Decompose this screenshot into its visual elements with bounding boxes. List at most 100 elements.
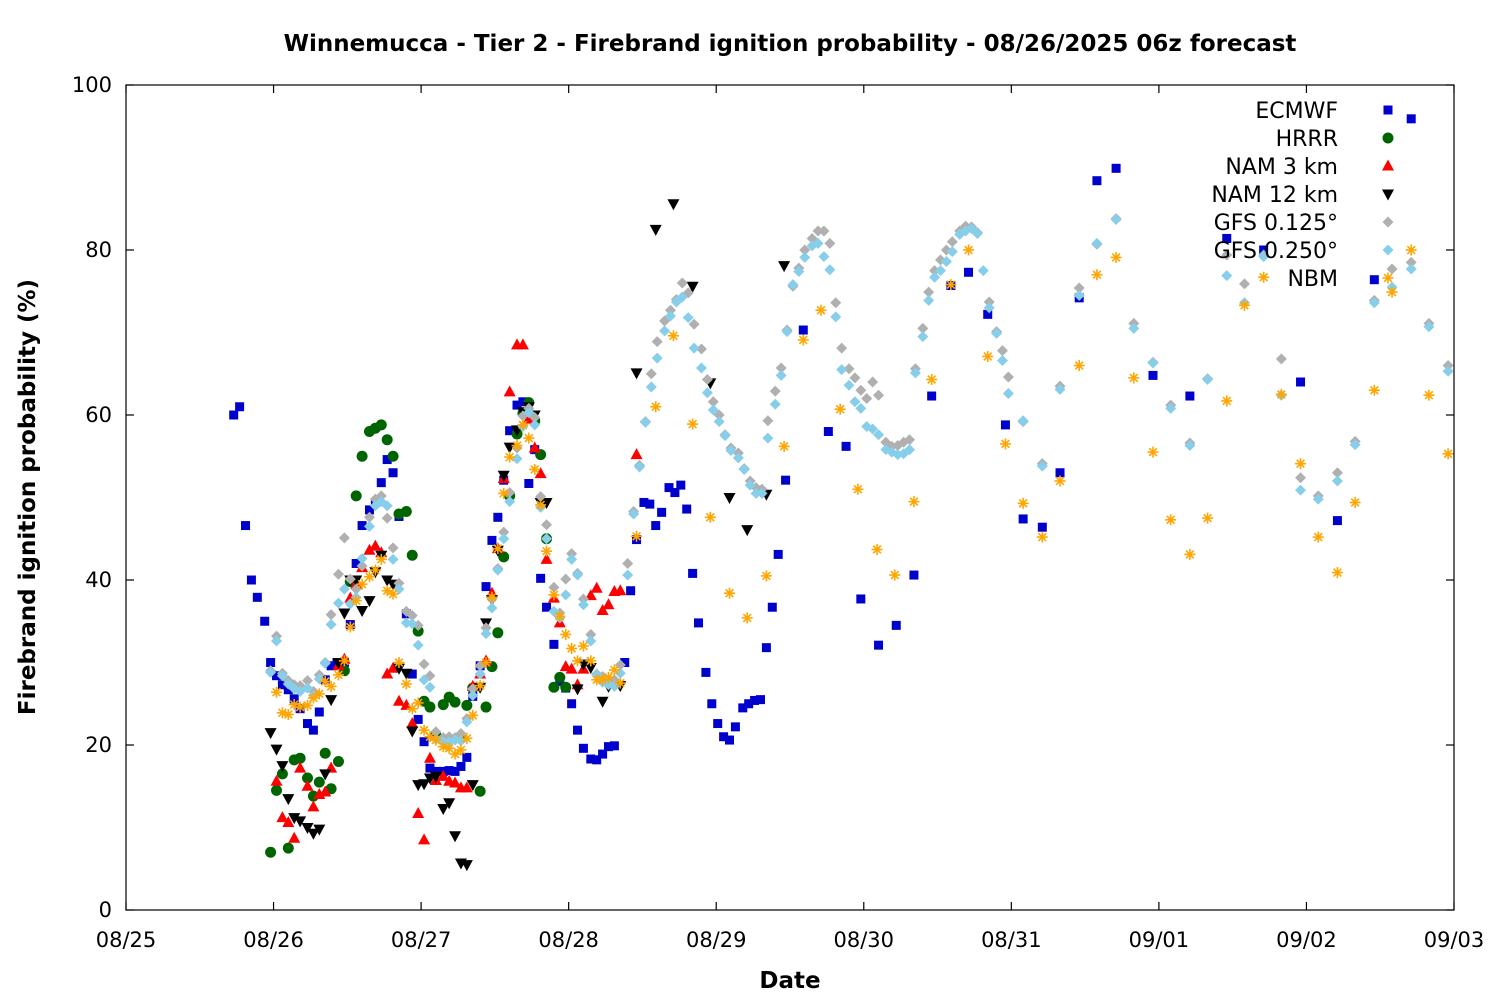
point-ecmwf: [927, 391, 937, 401]
point-ecmwf: [964, 267, 974, 277]
point-nbm: [614, 677, 626, 689]
x-tick-label: 08/26: [243, 928, 304, 952]
point-nbm: [474, 680, 486, 692]
point-nam-12-km: [307, 828, 320, 840]
point-ecmwf: [609, 741, 619, 751]
point-gfs-0-125: [855, 384, 867, 396]
point-nbm: [566, 642, 578, 654]
point-nbm: [443, 742, 455, 754]
point-nam-12-km: [313, 824, 326, 836]
point-nbm: [834, 403, 846, 415]
point-ecmwf: [487, 535, 497, 545]
point-hrrr: [449, 696, 461, 708]
point-nbm: [338, 655, 350, 667]
point-nam-3-km: [503, 385, 516, 397]
point-gfs-0-250: [406, 618, 418, 630]
point-ecmwf: [272, 671, 282, 681]
point-ecmwf: [388, 468, 398, 478]
point-nbm: [889, 569, 901, 581]
legend-marker-nam-3-km: [1382, 159, 1394, 171]
point-gfs-0-250: [867, 423, 879, 435]
point-hrrr: [332, 756, 344, 767]
point-nbm: [982, 350, 994, 362]
point-ecmwf: [1369, 275, 1379, 285]
point-nbm: [1202, 512, 1214, 524]
point-nbm: [332, 669, 344, 681]
point-nam-3-km: [319, 785, 332, 797]
point-gfs-0-250: [855, 402, 867, 414]
point-nam-3-km: [590, 581, 603, 593]
point-nam-12-km: [630, 368, 643, 380]
point-ecmwf: [229, 410, 239, 420]
point-gfs-0-250: [695, 362, 707, 374]
point-ecmwf: [1406, 114, 1416, 124]
point-gfs-0-250: [769, 398, 781, 410]
point-gfs-0-125: [904, 434, 916, 446]
point-nbm: [945, 279, 957, 291]
point-nbm: [1312, 531, 1324, 543]
point-ecmwf: [252, 592, 262, 602]
point-gfs-0-125: [344, 573, 356, 585]
point-nam-12-km: [294, 816, 307, 828]
point-nbm: [560, 628, 572, 640]
y-tick-label: 0: [99, 898, 112, 922]
point-gfs-0-125: [1295, 472, 1307, 484]
point-gfs-0-125: [996, 345, 1008, 357]
point-ecmwf: [651, 521, 661, 531]
point-nbm: [1442, 448, 1454, 460]
legend-label-nbm: NBM: [1287, 267, 1338, 292]
point-ecmwf: [750, 695, 760, 705]
point-gfs-0-250: [1349, 439, 1361, 451]
point-gfs-0-125: [1331, 467, 1343, 479]
point-nbm: [369, 564, 381, 576]
point-nbm: [541, 545, 553, 557]
point-gfs-0-250: [1147, 357, 1159, 369]
point-gfs-0-125: [645, 368, 657, 380]
x-axis-label: Date: [759, 968, 820, 994]
point-gfs-0-250: [682, 312, 694, 324]
point-gfs-0-250: [1258, 251, 1270, 263]
point-gfs-0-250: [356, 553, 368, 565]
point-hrrr: [548, 681, 560, 693]
point-gfs-0-250: [572, 569, 584, 581]
point-nam-12-km: [400, 668, 413, 680]
point-nbm: [449, 748, 461, 760]
point-gfs-0-250: [1312, 493, 1324, 505]
point-gfs-0-125: [946, 236, 958, 248]
point-nam-3-km: [528, 441, 541, 453]
point-gfs-0-250: [1017, 415, 1029, 427]
point-nbm: [1221, 395, 1233, 407]
point-gfs-0-125: [923, 286, 935, 298]
point-nbm: [393, 657, 405, 668]
point-ecmwf: [1092, 176, 1102, 186]
point-nbm: [400, 678, 412, 690]
point-ecmwf: [983, 309, 993, 319]
legend-marker-gfs-0-125: [1382, 216, 1394, 228]
point-gfs-0-125: [917, 322, 929, 334]
point-gfs-0-125: [701, 374, 713, 386]
point-nbm: [461, 732, 473, 744]
point-nam-3-km: [614, 584, 627, 596]
point-ecmwf: [266, 658, 276, 667]
x-tick-label: 09/03: [1424, 928, 1485, 952]
point-nbm: [1258, 271, 1270, 283]
point-gfs-0-250: [824, 264, 836, 276]
point-ecmwf: [744, 699, 754, 709]
point-gfs-0-125: [585, 628, 597, 640]
point-gfs-0-125: [381, 512, 393, 524]
point-nbm: [387, 588, 399, 600]
point-nbm: [871, 543, 883, 555]
point-gfs-0-250: [276, 670, 288, 682]
point-ecmwf: [283, 685, 293, 695]
point-ecmwf: [524, 478, 534, 488]
point-nbm: [999, 438, 1011, 450]
x-tick-label: 08/27: [391, 928, 452, 952]
point-nam-12-km: [363, 596, 376, 608]
point-ecmwf: [444, 766, 454, 776]
point-nam-12-km: [649, 224, 662, 236]
point-gfs-0-250: [923, 294, 935, 306]
point-gfs-0-125: [1275, 353, 1287, 365]
point-nbm: [760, 570, 772, 582]
point-ecmwf: [719, 732, 729, 742]
legend-marker-hrrr: [1382, 132, 1394, 144]
